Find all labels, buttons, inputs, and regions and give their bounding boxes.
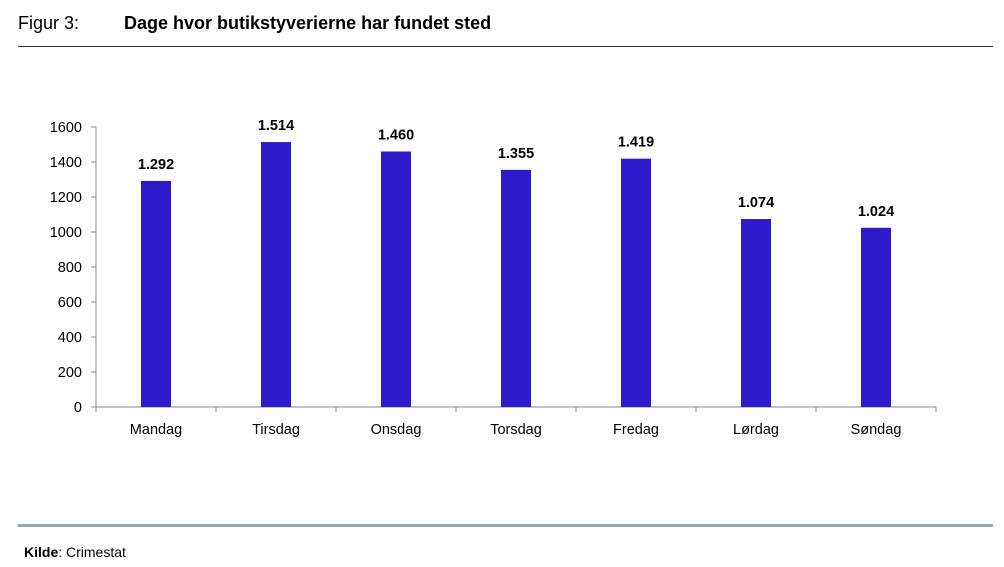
source-note: Kilde: Crimestat bbox=[24, 544, 126, 560]
bar bbox=[741, 219, 771, 407]
y-tick-label: 800 bbox=[58, 260, 82, 276]
x-tick-label: Søndag bbox=[851, 422, 902, 438]
figure-label: Figur 3: bbox=[18, 13, 80, 33]
y-tick-label: 1000 bbox=[50, 225, 82, 241]
data-label: 1.074 bbox=[738, 195, 774, 211]
data-label: 1.292 bbox=[138, 157, 174, 173]
y-tick-label: 1400 bbox=[50, 155, 82, 171]
data-label: 1.355 bbox=[498, 146, 534, 162]
x-tick-label: Torsdag bbox=[490, 422, 542, 438]
bar bbox=[501, 169, 531, 407]
source-value: : Crimestat bbox=[58, 544, 126, 560]
y-tick-label: 1200 bbox=[50, 190, 82, 206]
bottom-divider bbox=[18, 524, 993, 527]
x-tick-label: Lørdag bbox=[733, 422, 779, 438]
y-tick-label: 400 bbox=[58, 330, 82, 346]
y-tick-label: 1600 bbox=[50, 120, 82, 136]
chart-title: Dage hvor butikstyverierne har fundet st… bbox=[124, 13, 492, 33]
bar bbox=[861, 227, 891, 407]
y-tick-label: 600 bbox=[58, 295, 82, 311]
x-tick-label: Tirsdag bbox=[252, 422, 300, 438]
top-divider bbox=[18, 46, 993, 47]
source-label: Kilde bbox=[24, 544, 59, 560]
y-tick-label: 0 bbox=[74, 400, 82, 416]
bar bbox=[261, 142, 291, 408]
bar-chart: 0 200 400 600 800 1000 1200 1400 1600 1.292 Mandag… bbox=[50, 118, 937, 438]
x-tick-label: Fredag bbox=[613, 422, 659, 438]
data-label: 1.514 bbox=[258, 118, 294, 134]
y-tick-label: 200 bbox=[58, 365, 82, 381]
x-tick-label: Onsdag bbox=[371, 422, 422, 438]
data-label: 1.024 bbox=[858, 204, 894, 220]
bar bbox=[381, 151, 411, 407]
x-tick-label: Mandag bbox=[130, 422, 182, 438]
data-label: 1.460 bbox=[378, 128, 414, 144]
bar bbox=[141, 180, 171, 407]
bar bbox=[621, 158, 651, 407]
data-label: 1.419 bbox=[618, 135, 654, 151]
